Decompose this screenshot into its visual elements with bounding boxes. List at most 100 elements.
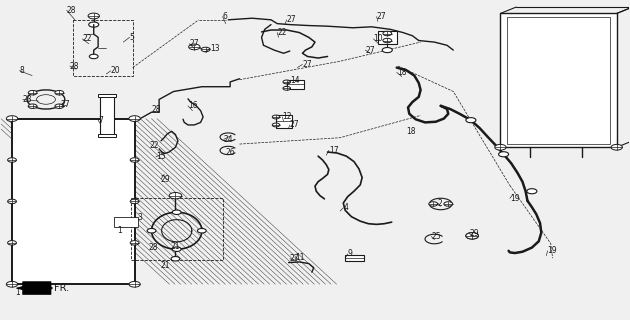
Circle shape bbox=[188, 44, 200, 50]
Circle shape bbox=[498, 152, 508, 157]
Circle shape bbox=[55, 91, 64, 95]
Text: 12: 12 bbox=[282, 113, 292, 122]
Circle shape bbox=[6, 281, 18, 287]
Bar bbox=[276, 115, 292, 127]
Text: 8: 8 bbox=[20, 66, 25, 75]
Circle shape bbox=[495, 144, 506, 150]
Bar bbox=[98, 134, 116, 137]
Circle shape bbox=[169, 193, 181, 199]
Text: 18: 18 bbox=[406, 127, 416, 136]
Bar bbox=[507, 17, 610, 144]
Text: 28: 28 bbox=[70, 61, 79, 70]
Bar bbox=[100, 96, 114, 134]
Text: 1: 1 bbox=[15, 288, 20, 297]
Text: 27: 27 bbox=[302, 60, 312, 69]
Circle shape bbox=[201, 47, 210, 52]
Text: 23: 23 bbox=[23, 95, 32, 104]
Polygon shape bbox=[16, 282, 51, 294]
Bar bbox=[12, 119, 135, 284]
Bar bbox=[114, 217, 138, 227]
Text: 4: 4 bbox=[343, 203, 348, 212]
Text: 14: 14 bbox=[290, 76, 299, 85]
Circle shape bbox=[173, 210, 181, 214]
Text: 27: 27 bbox=[290, 254, 299, 263]
Circle shape bbox=[466, 233, 478, 239]
Bar bbox=[345, 255, 364, 261]
Circle shape bbox=[147, 228, 156, 233]
Circle shape bbox=[382, 48, 392, 52]
Text: 17: 17 bbox=[329, 146, 338, 155]
Text: 11: 11 bbox=[295, 253, 304, 262]
Circle shape bbox=[8, 241, 16, 245]
Text: 3: 3 bbox=[138, 213, 142, 222]
Circle shape bbox=[129, 116, 140, 122]
Text: 19: 19 bbox=[510, 194, 520, 203]
Text: 29: 29 bbox=[161, 175, 171, 184]
Circle shape bbox=[383, 31, 392, 36]
Circle shape bbox=[28, 104, 37, 108]
Bar bbox=[98, 94, 116, 97]
Bar bbox=[73, 20, 133, 76]
Text: 24: 24 bbox=[224, 135, 234, 144]
Text: 20: 20 bbox=[111, 66, 120, 75]
Text: 15: 15 bbox=[156, 152, 166, 161]
Circle shape bbox=[129, 281, 140, 287]
Circle shape bbox=[283, 80, 290, 84]
Circle shape bbox=[197, 228, 206, 233]
Text: 2: 2 bbox=[438, 198, 442, 207]
Text: 27: 27 bbox=[189, 39, 199, 48]
Text: 6: 6 bbox=[222, 12, 227, 21]
Circle shape bbox=[171, 257, 180, 261]
Circle shape bbox=[28, 91, 37, 95]
Text: 10: 10 bbox=[374, 35, 383, 44]
Circle shape bbox=[130, 241, 139, 245]
Text: 28: 28 bbox=[152, 105, 161, 114]
Circle shape bbox=[55, 104, 64, 108]
Circle shape bbox=[272, 115, 280, 119]
Text: 28: 28 bbox=[149, 243, 158, 252]
Text: 27: 27 bbox=[365, 45, 375, 55]
Text: 27: 27 bbox=[377, 12, 386, 21]
Text: 7: 7 bbox=[98, 116, 103, 125]
Circle shape bbox=[89, 54, 98, 59]
Circle shape bbox=[130, 199, 139, 204]
Text: 27: 27 bbox=[287, 15, 296, 24]
Text: 5: 5 bbox=[130, 33, 134, 42]
Text: FR.: FR. bbox=[54, 283, 69, 293]
Text: 1: 1 bbox=[117, 226, 122, 235]
Circle shape bbox=[89, 22, 99, 27]
Circle shape bbox=[8, 199, 16, 204]
Bar bbox=[500, 13, 617, 147]
Text: 25: 25 bbox=[432, 232, 441, 241]
Bar bbox=[12, 119, 135, 284]
Text: 21: 21 bbox=[171, 242, 180, 251]
Text: 28: 28 bbox=[67, 6, 76, 15]
Text: 22: 22 bbox=[150, 141, 159, 150]
Text: 22: 22 bbox=[277, 28, 287, 37]
Text: 29: 29 bbox=[469, 229, 479, 238]
Circle shape bbox=[6, 116, 18, 122]
Circle shape bbox=[444, 202, 453, 206]
Text: 27: 27 bbox=[290, 120, 299, 130]
Circle shape bbox=[383, 38, 392, 43]
Circle shape bbox=[88, 13, 100, 19]
Text: 19: 19 bbox=[547, 246, 557, 255]
Circle shape bbox=[466, 118, 476, 123]
Text: 9: 9 bbox=[348, 250, 353, 259]
Circle shape bbox=[272, 123, 280, 127]
Text: 26: 26 bbox=[226, 148, 236, 156]
Circle shape bbox=[527, 189, 537, 194]
Text: 22: 22 bbox=[83, 35, 92, 44]
Text: 27: 27 bbox=[60, 100, 70, 109]
Circle shape bbox=[429, 202, 438, 206]
Text: 13: 13 bbox=[210, 44, 220, 53]
Circle shape bbox=[8, 158, 16, 162]
Text: 18: 18 bbox=[397, 68, 406, 77]
Circle shape bbox=[611, 144, 622, 150]
Text: 21: 21 bbox=[161, 261, 171, 270]
Text: 16: 16 bbox=[188, 101, 198, 110]
Circle shape bbox=[466, 233, 478, 239]
Bar bbox=[287, 80, 304, 89]
Bar bbox=[378, 31, 397, 44]
Circle shape bbox=[130, 158, 139, 162]
